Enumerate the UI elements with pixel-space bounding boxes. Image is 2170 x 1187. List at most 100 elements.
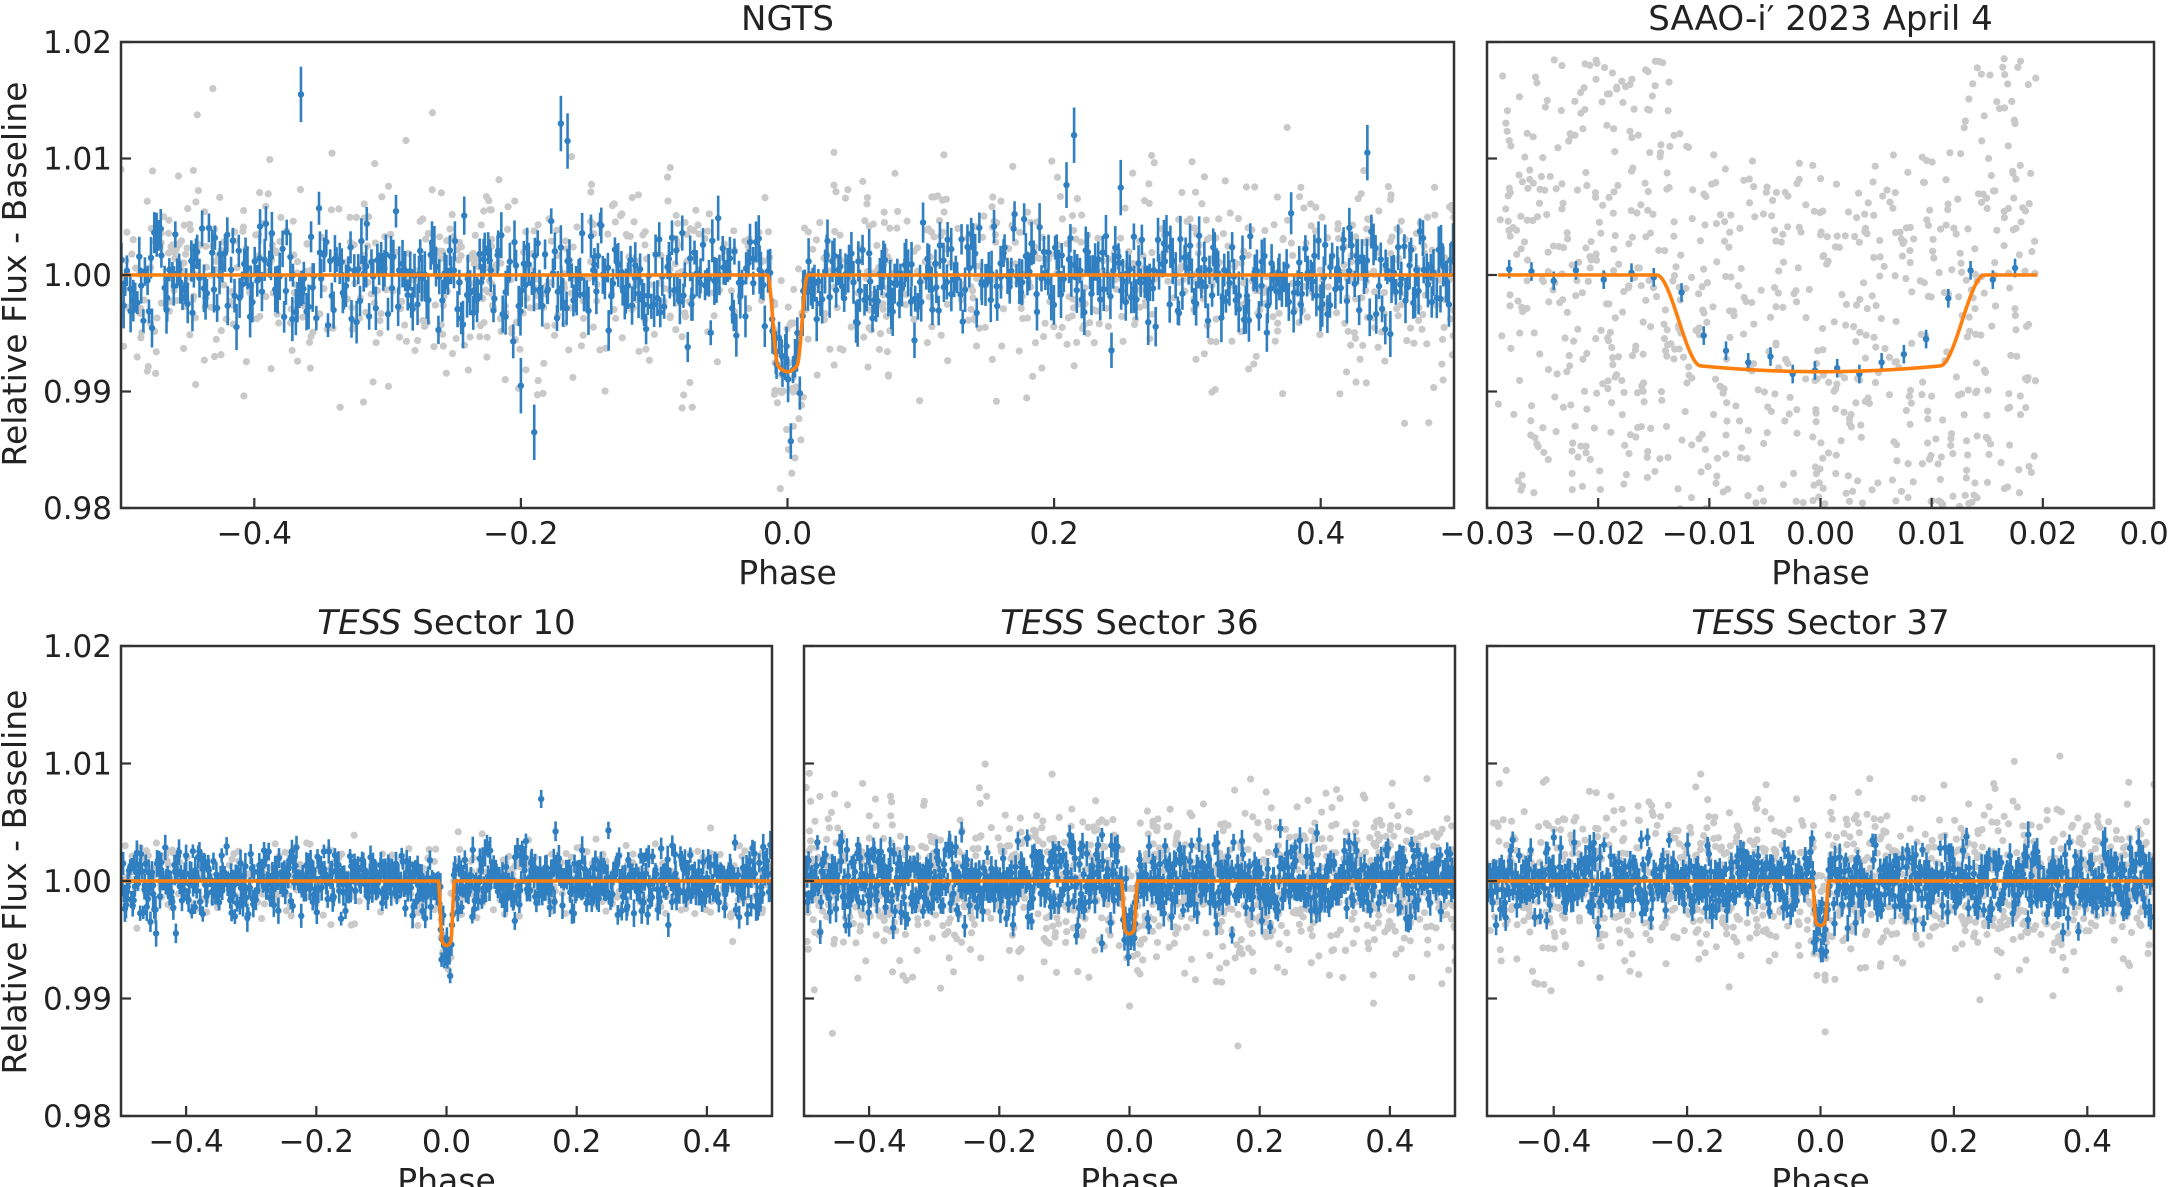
unbinned-point bbox=[579, 314, 588, 323]
panel-tess10: 0.980.991.001.011.02−0.4 −0.2 0.0 0.2 0.4Pha… bbox=[43, 603, 774, 1187]
unbinned-point bbox=[592, 835, 600, 843]
unbinned-point bbox=[414, 921, 422, 930]
unbinned-point bbox=[1947, 441, 1955, 450]
unbinned-point bbox=[863, 200, 871, 208]
unbinned-point bbox=[1823, 233, 1831, 241]
binned-point bbox=[289, 902, 296, 910]
binned-point bbox=[1137, 279, 1144, 286]
unbinned-point bbox=[579, 331, 587, 339]
binned-point bbox=[1166, 301, 1173, 308]
unbinned-point bbox=[727, 287, 735, 295]
xtick-label: −0.2 bbox=[483, 516, 558, 552]
unbinned-point bbox=[240, 392, 248, 400]
unbinned-point bbox=[1784, 192, 1792, 200]
unbinned-point bbox=[935, 216, 944, 225]
unbinned-point bbox=[1811, 376, 1819, 385]
unbinned-point bbox=[173, 296, 181, 305]
unbinned-point bbox=[611, 218, 619, 226]
unbinned-point bbox=[1964, 386, 1972, 394]
unbinned-point bbox=[1670, 218, 1678, 226]
unbinned-point bbox=[1582, 449, 1590, 457]
binned-point bbox=[699, 241, 707, 248]
binned-point bbox=[494, 247, 502, 254]
unbinned-point bbox=[1891, 189, 1899, 197]
unbinned-point bbox=[1917, 330, 1925, 338]
unbinned-point bbox=[1977, 70, 1986, 78]
binned-point bbox=[993, 283, 1000, 290]
unbinned-point bbox=[1944, 206, 1952, 214]
unbinned-point bbox=[1563, 308, 1571, 316]
unbinned-point bbox=[1609, 354, 1617, 362]
unbinned-point bbox=[730, 227, 738, 235]
unbinned-point bbox=[1537, 172, 1546, 181]
unbinned-point bbox=[695, 230, 703, 238]
unbinned-point bbox=[1767, 517, 1774, 524]
unbinned-point bbox=[1862, 331, 1870, 339]
binned-point bbox=[867, 278, 874, 285]
unbinned-point bbox=[1852, 301, 1861, 309]
binned-point bbox=[1419, 234, 1427, 242]
binned-point bbox=[275, 854, 283, 862]
unbinned-point bbox=[944, 357, 952, 365]
unbinned-point bbox=[1963, 437, 1971, 445]
unbinned-point bbox=[1876, 236, 1884, 245]
unbinned-point bbox=[1872, 343, 1880, 351]
unbinned-point bbox=[1937, 225, 1945, 233]
binned-point bbox=[1198, 278, 1205, 285]
unbinned-point bbox=[1937, 453, 1946, 461]
unbinned-point bbox=[1856, 516, 1863, 523]
unbinned-point bbox=[741, 847, 749, 855]
unbinned-point bbox=[1876, 272, 1884, 280]
binned-point bbox=[1335, 266, 1342, 274]
unbinned-point bbox=[1639, 318, 1647, 326]
binned-point bbox=[218, 852, 225, 859]
unbinned-point bbox=[1031, 339, 1040, 347]
unbinned-point bbox=[1722, 272, 1730, 281]
binned-point bbox=[733, 332, 740, 339]
unbinned-point bbox=[1830, 318, 1838, 326]
binned-point bbox=[184, 300, 191, 308]
unbinned-point bbox=[1073, 195, 1081, 203]
unbinned-point bbox=[1831, 405, 1840, 413]
binned-point bbox=[784, 376, 792, 383]
unbinned-point bbox=[1386, 196, 1395, 204]
binned-point bbox=[859, 246, 866, 254]
unbinned-point bbox=[1692, 326, 1700, 335]
binned-point bbox=[1363, 257, 1371, 264]
binned-point bbox=[249, 298, 256, 306]
unbinned-point bbox=[1904, 168, 1912, 176]
binned-point bbox=[559, 299, 567, 306]
unbinned-point bbox=[1852, 399, 1860, 407]
unbinned-point bbox=[2012, 326, 2020, 334]
unbinned-point bbox=[1521, 153, 1529, 161]
binned-point bbox=[855, 258, 862, 265]
unbinned-point bbox=[2016, 57, 2025, 65]
unbinned-point bbox=[830, 361, 838, 369]
unbinned-point bbox=[1583, 181, 1591, 190]
unbinned-point bbox=[193, 111, 201, 119]
unbinned-point bbox=[826, 345, 834, 353]
unbinned-point bbox=[1563, 235, 1572, 243]
unbinned-point bbox=[306, 364, 314, 372]
unbinned-point bbox=[1683, 142, 1691, 151]
binned-point bbox=[123, 267, 131, 274]
binned-point bbox=[157, 225, 164, 232]
unbinned-point bbox=[879, 305, 887, 313]
binned-point bbox=[223, 843, 230, 850]
unbinned-point bbox=[1270, 221, 1278, 229]
unbinned-point bbox=[1918, 460, 1926, 468]
unbinned-point bbox=[876, 330, 885, 338]
xtick-label: −0.4 bbox=[217, 516, 292, 552]
binned-point bbox=[1298, 290, 1306, 297]
unbinned-point bbox=[1955, 502, 1964, 508]
unbinned-point bbox=[618, 210, 626, 218]
binned-point bbox=[1169, 257, 1176, 265]
binned-point bbox=[1245, 317, 1253, 324]
unbinned-point bbox=[830, 181, 838, 189]
unbinned-point bbox=[1849, 487, 1857, 495]
unbinned-point bbox=[1190, 224, 1198, 232]
unbinned-point bbox=[716, 850, 724, 858]
binned-point bbox=[1428, 298, 1435, 306]
unbinned-point bbox=[1713, 472, 1721, 480]
binned-point bbox=[536, 866, 544, 873]
